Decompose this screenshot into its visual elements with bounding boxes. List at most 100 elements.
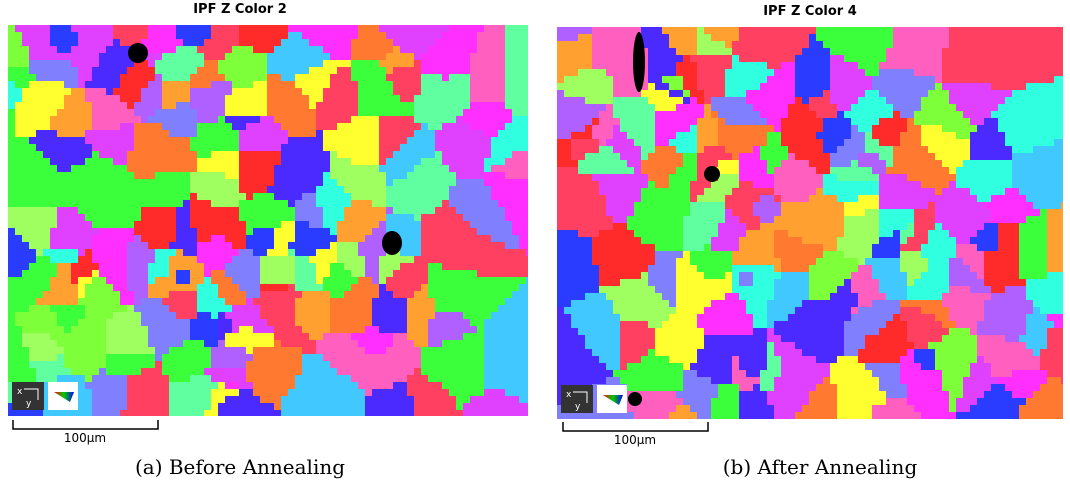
grain-pixel: [809, 90, 817, 98]
grain-pixel: [718, 69, 726, 77]
grain-pixel: [120, 319, 128, 327]
grain-pixel: [15, 305, 23, 313]
grain-pixel: [99, 172, 107, 180]
grain-pixel: [1040, 76, 1048, 84]
grain-pixel: [288, 144, 296, 152]
grain-pixel: [795, 55, 803, 63]
grain-pixel: [246, 277, 254, 285]
grain-pixel: [29, 130, 37, 138]
grain-pixel: [739, 27, 747, 35]
grain-pixel: [225, 74, 233, 82]
grain-pixel: [865, 90, 873, 98]
grain-pixel: [753, 90, 761, 98]
grain-pixel: [15, 144, 23, 152]
grain-pixel: [491, 389, 499, 397]
grain-pixel: [85, 200, 93, 208]
grain-pixel: [274, 39, 282, 47]
grain-pixel: [456, 228, 464, 236]
grain-pixel: [64, 46, 72, 54]
grain-pixel: [29, 81, 37, 89]
grain-pixel: [295, 39, 303, 47]
grain-pixel: [134, 88, 142, 96]
grain-pixel: [1005, 27, 1013, 35]
grain-pixel: [407, 116, 415, 124]
grain-pixel: [253, 130, 261, 138]
grain-pixel: [323, 193, 331, 201]
grain-pixel: [935, 41, 943, 49]
grain-pixel: [879, 97, 887, 105]
grain-pixel: [484, 291, 492, 299]
grain-pixel: [8, 67, 16, 75]
grain-pixel: [260, 95, 268, 103]
grain-pixel: [232, 151, 240, 159]
grain-pixel: [557, 90, 565, 98]
grain-pixel: [92, 305, 100, 313]
grain-pixel: [169, 109, 177, 117]
grain-pixel: [386, 389, 394, 397]
grain-pixel: [484, 165, 492, 173]
grain-pixel: [400, 200, 408, 208]
grain-pixel: [442, 354, 450, 362]
grain-pixel: [505, 39, 513, 47]
grain-pixel: [274, 144, 282, 152]
grain-pixel: [323, 389, 331, 397]
grain-pixel: [942, 27, 950, 35]
grain-pixel: [169, 74, 177, 82]
grain-pixel: [865, 27, 873, 35]
grain-pixel: [592, 97, 600, 105]
grain-pixel: [830, 69, 838, 77]
grain-pixel: [57, 53, 65, 61]
grain-pixel: [141, 88, 149, 96]
grain-pixel: [120, 214, 128, 222]
grain-pixel: [239, 277, 247, 285]
grain-pixel: [225, 326, 233, 334]
grain-pixel: [1012, 90, 1020, 98]
grain-pixel: [8, 179, 16, 187]
grain-pixel: [218, 60, 226, 68]
grain-pixel: [428, 144, 436, 152]
grain-pixel: [477, 151, 485, 159]
grain-pixel: [295, 361, 303, 369]
grain-pixel: [274, 389, 282, 397]
grain-pixel: [225, 158, 233, 166]
grain-pixel: [169, 95, 177, 103]
grain-pixel: [85, 410, 93, 416]
grain-pixel: [71, 221, 79, 229]
grain-pixel: [379, 95, 387, 103]
grain-pixel: [141, 361, 149, 369]
grain-pixel: [921, 48, 929, 56]
grain-pixel: [526, 95, 528, 103]
grain-pixel: [442, 242, 450, 250]
grain-pixel: [302, 277, 310, 285]
grain-pixel: [99, 67, 107, 75]
grain-pixel: [386, 326, 394, 334]
grain-pixel: [15, 347, 23, 355]
grain-pixel: [134, 340, 142, 348]
grain-pixel: [141, 312, 149, 320]
grain-pixel: [141, 228, 149, 236]
grain-pixel: [281, 326, 289, 334]
grain-pixel: [134, 270, 142, 278]
grain-pixel: [519, 95, 527, 103]
grain-pixel: [92, 53, 100, 61]
grain-pixel: [176, 221, 184, 229]
grain-pixel: [991, 90, 999, 98]
grain-pixel: [302, 53, 310, 61]
grain-pixel: [858, 27, 866, 35]
grain-pixel: [386, 277, 394, 285]
grain-pixel: [22, 46, 30, 54]
grain-pixel: [204, 25, 212, 33]
grain-pixel: [323, 81, 331, 89]
grain-pixel: [379, 193, 387, 201]
grain-pixel: [512, 249, 520, 257]
grain-pixel: [190, 25, 198, 33]
grain-pixel: [120, 165, 128, 173]
grain-pixel: [872, 48, 880, 56]
grain-pixel: [218, 67, 226, 75]
grain-pixel: [337, 186, 345, 194]
grain-pixel: [309, 298, 317, 306]
grain-pixel: [281, 312, 289, 320]
grain-pixel: [676, 41, 684, 49]
grain-pixel: [274, 361, 282, 369]
grain-pixel: [155, 109, 163, 117]
